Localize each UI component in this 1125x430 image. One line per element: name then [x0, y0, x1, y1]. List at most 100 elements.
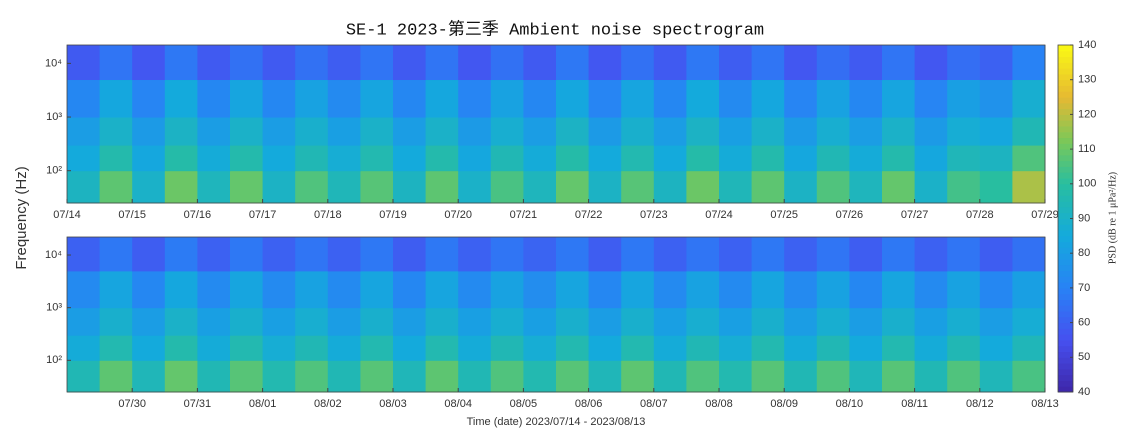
heatmap-cell [816, 45, 850, 81]
heatmap-cell [816, 79, 850, 118]
heatmap-cell [164, 335, 198, 361]
heatmap-cell [458, 237, 492, 272]
heatmap-cell [914, 360, 948, 393]
heatmap-cell [67, 145, 101, 172]
heatmap-cell [784, 145, 818, 172]
y-tick-label: 10³ [46, 302, 62, 314]
heatmap-cell [425, 79, 459, 118]
colorbar-swatch [1058, 160, 1073, 167]
y-tick-label: 10² [46, 165, 62, 177]
heatmap-cell [490, 79, 524, 118]
heatmap-cell [914, 335, 948, 361]
heatmap-cell [99, 117, 133, 146]
colorbar-tick-label: 50 [1078, 351, 1090, 363]
heatmap-cell [327, 45, 361, 81]
heatmap-cell [1012, 170, 1046, 204]
heatmap-cell [914, 45, 948, 81]
colorbar-swatch [1058, 287, 1073, 295]
heatmap-cell [816, 117, 850, 146]
heatmap-cell [751, 335, 785, 361]
heatmap-cell [262, 79, 296, 118]
x-tick-label: 08/08 [705, 398, 733, 410]
colorbar-tick-label: 90 [1078, 212, 1090, 224]
heatmap-cell [295, 117, 329, 146]
heatmap-cell [425, 117, 459, 146]
heatmap-cell [197, 270, 231, 309]
heatmap-cell [784, 170, 818, 204]
colorbar-tick-label: 60 [1078, 317, 1090, 329]
heatmap-cell [784, 360, 818, 393]
colorbar-swatch [1058, 276, 1073, 283]
heatmap-cell [67, 79, 101, 118]
heatmap-cell [360, 45, 394, 81]
heatmap-cell [425, 335, 459, 361]
colorbar-swatch [1058, 143, 1073, 150]
heatmap-cell [295, 360, 329, 393]
colorbar-swatch [1058, 299, 1073, 306]
heatmap-cell [230, 170, 264, 204]
heatmap-cell [653, 307, 687, 336]
heatmap-cell [99, 335, 133, 361]
heatmap-cell [686, 45, 720, 81]
heatmap-cell [1012, 117, 1046, 146]
heatmap-cell [99, 145, 133, 172]
colorbar-swatch [1058, 282, 1073, 289]
colorbar-swatch [1058, 311, 1073, 318]
heatmap-cell [556, 45, 590, 81]
heatmap-cell [1012, 307, 1046, 336]
heatmap-cell [882, 170, 916, 204]
colorbar-swatch [1058, 154, 1073, 162]
heatmap-cell [784, 79, 818, 118]
heatmap-cell [653, 45, 687, 81]
x-tick-label: 07/18 [314, 209, 342, 221]
heatmap-cell [360, 170, 394, 204]
heatmap-cell [882, 237, 916, 272]
heatmap-cell [164, 307, 198, 336]
heatmap-cell [67, 307, 101, 336]
heatmap-cell [360, 307, 394, 336]
heatmap-cell [849, 307, 883, 336]
heatmap-cell [653, 170, 687, 204]
heatmap-cell [588, 335, 622, 361]
x-tick-label: 07/24 [705, 209, 733, 221]
heatmap-cell [588, 45, 622, 81]
x-tick-label: 07/15 [118, 209, 146, 221]
colorbar-swatch [1058, 120, 1073, 127]
heatmap-cell [947, 117, 981, 146]
x-tick-label: 07/31 [184, 398, 212, 410]
colorbar-swatch [1058, 264, 1073, 272]
heatmap-cell [393, 237, 427, 272]
heatmap-cell [523, 360, 557, 393]
heatmap-cell [458, 307, 492, 336]
heatmap-cell [360, 79, 394, 118]
heatmap-cell [523, 307, 557, 336]
heatmap-cell [393, 170, 427, 204]
x-tick-label: 07/22 [575, 209, 603, 221]
heatmap-cell [556, 360, 590, 393]
x-tick-label: 07/17 [249, 209, 277, 221]
heatmap-cell [849, 145, 883, 172]
heatmap-cell [490, 307, 524, 336]
heatmap-cell [947, 79, 981, 118]
heatmap-cell [653, 360, 687, 393]
colorbar-swatch [1058, 114, 1073, 121]
heatmap-cell [490, 117, 524, 146]
plot-frame [66, 44, 1046, 204]
heatmap-cell [719, 307, 753, 336]
heatmap-cell [556, 307, 590, 336]
colorbar-swatch [1058, 97, 1073, 104]
heatmap-cell [262, 360, 296, 393]
heatmap-cell [947, 170, 981, 204]
heatmap-cell [588, 170, 622, 204]
heatmap-cell [882, 45, 916, 81]
x-axis-label: Time (date) 2023/07/14 - 2023/08/13 [467, 416, 646, 428]
heatmap-cell [556, 145, 590, 172]
heatmap-cell [816, 145, 850, 172]
heatmap-cell [947, 335, 981, 361]
heatmap-cell [686, 307, 720, 336]
heatmap-cell [425, 307, 459, 336]
colorbar-swatch [1058, 241, 1073, 248]
plot-frame [66, 236, 1046, 393]
heatmap-cell [979, 335, 1013, 361]
heatmap-cell [914, 170, 948, 204]
